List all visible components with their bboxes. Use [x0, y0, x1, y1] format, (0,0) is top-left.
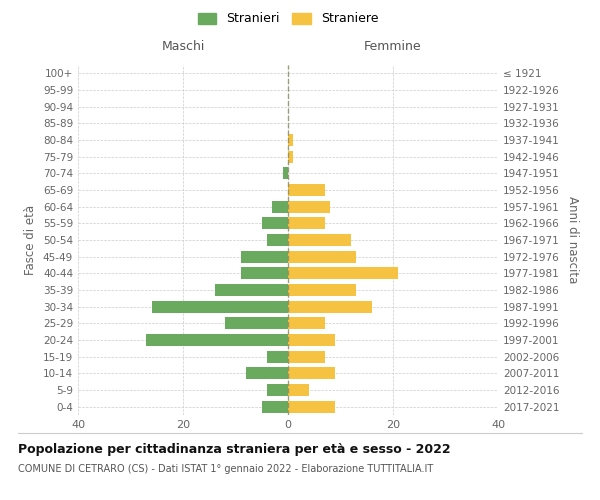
- Legend: Stranieri, Straniere: Stranieri, Straniere: [194, 8, 382, 29]
- Bar: [288, 384, 309, 396]
- Bar: [262, 218, 288, 230]
- Bar: [241, 250, 288, 262]
- Bar: [272, 200, 288, 212]
- Text: Popolazione per cittadinanza straniera per età e sesso - 2022: Popolazione per cittadinanza straniera p…: [18, 442, 451, 456]
- Bar: [267, 234, 288, 246]
- Bar: [283, 168, 288, 179]
- Bar: [288, 184, 325, 196]
- Bar: [267, 350, 288, 362]
- Text: COMUNE DI CETRARO (CS) - Dati ISTAT 1° gennaio 2022 - Elaborazione TUTTITALIA.IT: COMUNE DI CETRARO (CS) - Dati ISTAT 1° g…: [18, 464, 433, 474]
- Bar: [288, 368, 335, 380]
- Bar: [288, 300, 372, 312]
- Bar: [262, 400, 288, 412]
- Y-axis label: Fasce di età: Fasce di età: [25, 205, 37, 275]
- Bar: [288, 218, 325, 230]
- Bar: [215, 284, 288, 296]
- Bar: [288, 200, 330, 212]
- Bar: [225, 318, 288, 330]
- Bar: [288, 134, 293, 146]
- Bar: [288, 400, 335, 412]
- Y-axis label: Anni di nascita: Anni di nascita: [566, 196, 579, 284]
- Bar: [146, 334, 288, 346]
- Bar: [288, 250, 356, 262]
- Bar: [241, 268, 288, 280]
- Bar: [288, 318, 325, 330]
- Bar: [288, 284, 356, 296]
- Bar: [246, 368, 288, 380]
- Bar: [151, 300, 288, 312]
- Text: Femmine: Femmine: [364, 40, 422, 54]
- Text: Maschi: Maschi: [161, 40, 205, 54]
- Bar: [288, 334, 335, 346]
- Bar: [288, 234, 351, 246]
- Bar: [288, 268, 398, 280]
- Bar: [288, 350, 325, 362]
- Bar: [267, 384, 288, 396]
- Bar: [288, 150, 293, 162]
